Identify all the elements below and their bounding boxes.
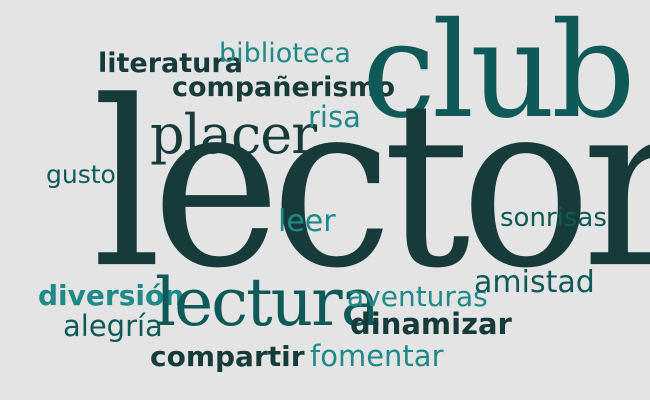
word-alegria: alegría: [63, 309, 163, 343]
word-gusto: gusto: [46, 160, 116, 189]
word-amistad: amistad: [474, 265, 595, 300]
word-compartir: compartir: [150, 340, 305, 373]
word-club: club: [362, 0, 636, 148]
word-biblioteca: biblioteca: [219, 38, 351, 69]
word-aventuras: aventuras: [347, 280, 488, 313]
word-leer: leer: [278, 204, 336, 239]
word-sonrisas: sonrisas: [500, 203, 607, 233]
word-placer: placer: [150, 103, 317, 166]
word-diversion: diversión: [38, 279, 185, 312]
word-lectura: lectura: [155, 264, 380, 341]
word-companerismo: compañerismo: [172, 72, 396, 103]
word-dinamizar: dinamizar: [350, 307, 512, 341]
word-lector: lector: [92, 53, 650, 319]
word-risa: risa: [308, 100, 361, 134]
word-literatura: literatura: [98, 48, 243, 79]
word-fomentar: fomentar: [310, 339, 444, 373]
